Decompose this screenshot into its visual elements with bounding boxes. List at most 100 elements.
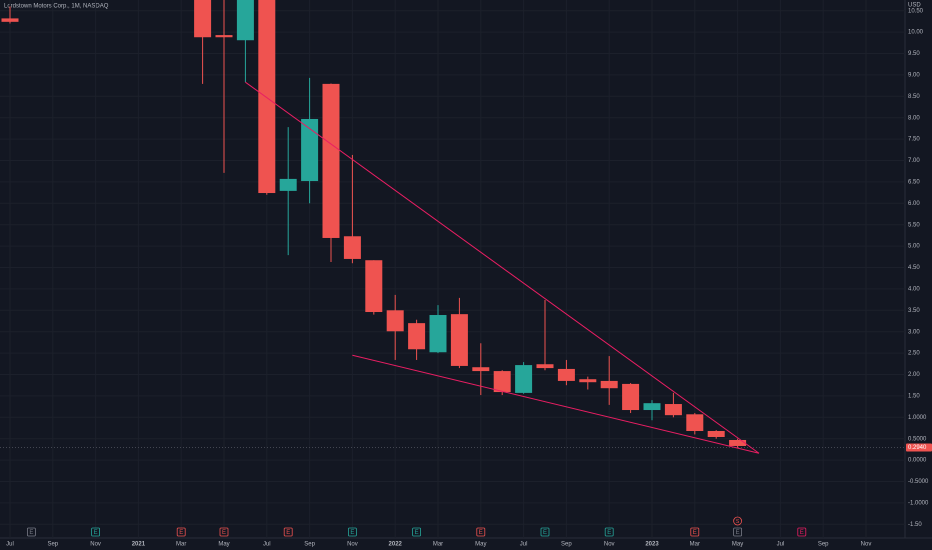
y-tick-label: 5.50 [908,222,920,228]
candle-body [579,379,597,383]
candle-body [643,403,661,411]
x-tick-label: Nov [861,542,872,548]
x-tick-label: Sep [304,542,315,548]
y-tick-label: 3.50 [908,308,920,314]
y-tick-label: 1.50 [908,393,920,399]
y-tick-label: 3.00 [908,329,920,335]
event-label: E [286,530,290,536]
candle-body [664,404,682,416]
event-marker [176,527,186,537]
event-marker [476,527,486,537]
event-label: E [29,530,33,536]
x-tick-label: Sep [818,542,829,548]
candle-body [215,35,233,38]
y-tick-label: 10.00 [908,30,924,36]
event-label: E [94,530,98,536]
candle-body [729,439,747,446]
candle-body [450,314,468,366]
candle-body [322,83,340,238]
x-tick-label: Sep [561,542,572,548]
candle-body [493,371,511,393]
candle-body [686,414,704,431]
chart-title: Lordstown Motors Corp., 1M, NASDAQ [4,4,109,10]
y-tick-label: 7.00 [908,158,920,164]
last-price-tag [906,443,932,452]
event-marker [91,527,100,537]
y-tick-label: -1.0000 [908,500,929,506]
event-marker [797,527,807,537]
x-tick-label: Mar [176,542,186,548]
candle-body [472,367,490,372]
candle-body [536,364,554,369]
candle-body [301,118,319,182]
trendline [245,81,760,454]
x-tick-label: Nov [347,542,358,548]
y-tick-label: 4.50 [908,265,920,271]
candle-body [600,380,618,389]
x-tick-label: Nov [604,542,615,548]
x-tick-label: May [475,542,486,548]
candle-body [429,315,447,353]
y-tick-label: 5.00 [908,244,920,250]
candle-body [557,368,575,381]
y-tick-label: 7.50 [908,137,920,143]
y-tick-label: 4.00 [908,286,920,292]
event-label: E [479,530,483,536]
event-marker [219,527,229,537]
x-tick-label: Jul [777,542,785,548]
event-marker [604,527,614,537]
x-tick-label: 2021 [132,542,146,548]
x-tick-label: 2023 [645,542,659,548]
y-tick-label: 8.50 [908,94,920,100]
currency-label: USD [908,3,921,9]
candle-body [1,18,19,22]
event-marker [412,527,422,537]
candle-body [707,430,725,437]
candle-body [622,383,640,411]
event-label: E [222,530,226,536]
candle-body [279,178,297,191]
event-marker [690,527,700,537]
y-tick-label: 6.00 [908,201,920,207]
event-label: E [693,530,697,536]
y-tick-label: 9.50 [908,51,920,57]
x-tick-label: Nov [90,542,101,548]
candle-body [258,0,276,194]
candle-body [386,310,404,332]
y-tick-label: 2.00 [908,372,920,378]
split-marker [733,516,742,526]
x-tick-label: Mar [433,542,443,548]
y-tick-label: 2.50 [908,351,920,357]
event-marker [733,527,742,537]
y-tick-label: -0.5000 [908,479,929,485]
event-label: E [736,530,740,536]
last-price-label: 0.2940 [908,445,927,451]
event-marker [540,527,550,537]
candle-body [515,365,533,393]
candle-body [194,0,212,38]
y-tick-label: 0.0000 [908,458,927,464]
x-tick-label: May [732,542,743,548]
event-label: E [607,530,611,536]
candle-body [408,323,426,350]
x-tick-label: Jul [520,542,528,548]
y-tick-label: -1.50 [908,522,922,528]
y-tick-label: 1.0000 [908,415,927,421]
event-marker [26,527,36,537]
y-tick-label: 9.00 [908,72,920,78]
event-label: E [350,530,354,536]
event-marker [283,527,293,537]
trendline [352,354,760,454]
event-label: E [415,530,419,536]
y-tick-label: 8.00 [908,115,920,121]
split-label: S [736,519,740,525]
x-tick-label: 2022 [389,542,403,548]
event-label: E [543,530,547,536]
x-tick-label: Mar [690,542,700,548]
x-tick-label: Jul [6,542,14,548]
candle-body [343,236,361,259]
x-tick-label: Jul [263,542,271,548]
y-tick-label: 6.50 [908,179,920,185]
candle-body [365,260,383,313]
